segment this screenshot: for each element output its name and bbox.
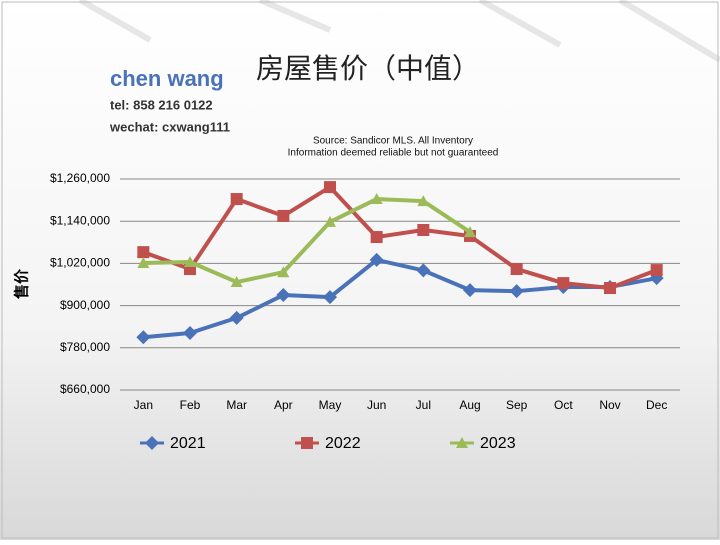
marker — [416, 263, 431, 278]
series-line — [143, 257, 658, 340]
marker — [277, 266, 290, 278]
legend-label: 2023 — [480, 435, 516, 452]
series-line — [142, 185, 658, 291]
x-tick-label: Mar — [226, 398, 247, 412]
marker — [136, 330, 151, 345]
marker — [137, 246, 150, 259]
y-tick-label: $660,000 — [60, 382, 110, 396]
x-tick-label: Feb — [180, 398, 201, 412]
legend-label: 2021 — [170, 435, 206, 452]
marker — [324, 181, 336, 194]
source-note: Source: Sandicor MLS. All Inventory — [313, 136, 473, 147]
chart-title: 房屋售价（中值） — [256, 52, 480, 85]
y-tick-label: $1,140,000 — [50, 213, 110, 227]
y-axis-label: 售价 — [13, 268, 31, 299]
y-tick-label: $1,260,000 — [50, 171, 110, 185]
marker — [229, 310, 244, 325]
marker — [370, 231, 383, 244]
x-tick-label: Oct — [554, 398, 573, 412]
author-name: chen wang — [110, 66, 224, 91]
x-tick-label: Jul — [416, 398, 431, 412]
y-tick-label: $1,020,000 — [50, 256, 110, 270]
x-tick-label: Aug — [459, 398, 480, 412]
author-wechat: wechat: cxwang111 — [109, 119, 230, 134]
x-tick-label: Jan — [134, 398, 153, 412]
marker — [510, 263, 523, 276]
marker — [276, 288, 291, 303]
marker — [650, 264, 663, 277]
marker — [417, 195, 430, 207]
marker — [417, 223, 430, 236]
marker — [369, 252, 384, 267]
author-tel: tel: 858 216 0122 — [110, 97, 213, 112]
x-tick-label: Sep — [506, 398, 528, 412]
marker — [230, 276, 243, 288]
marker — [137, 257, 150, 269]
marker — [604, 282, 616, 295]
background-stripes — [78, 0, 720, 63]
marker — [557, 277, 570, 290]
x-tick-label: Apr — [274, 398, 293, 412]
marker — [230, 193, 243, 206]
marker — [277, 209, 290, 222]
x-tick-label: Jun — [367, 398, 386, 412]
legend-label: 2022 — [325, 435, 361, 452]
y-tick-label: $780,000 — [60, 340, 110, 354]
y-tick-label: $900,000 — [60, 298, 110, 312]
marker — [184, 255, 196, 267]
marker — [464, 226, 476, 238]
marker — [183, 326, 197, 341]
x-tick-label: May — [319, 398, 342, 412]
series-line — [143, 197, 472, 285]
marker — [463, 283, 477, 298]
x-tick-label: Dec — [646, 398, 667, 412]
marker — [323, 290, 337, 305]
marker — [370, 193, 383, 205]
marker — [324, 215, 336, 227]
x-tick-label: Nov — [599, 398, 620, 412]
marker — [509, 284, 524, 299]
source-note: Information deemed reliable but not guar… — [288, 148, 499, 159]
